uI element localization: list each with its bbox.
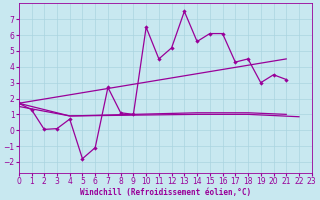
X-axis label: Windchill (Refroidissement éolien,°C): Windchill (Refroidissement éolien,°C) [80,188,251,197]
